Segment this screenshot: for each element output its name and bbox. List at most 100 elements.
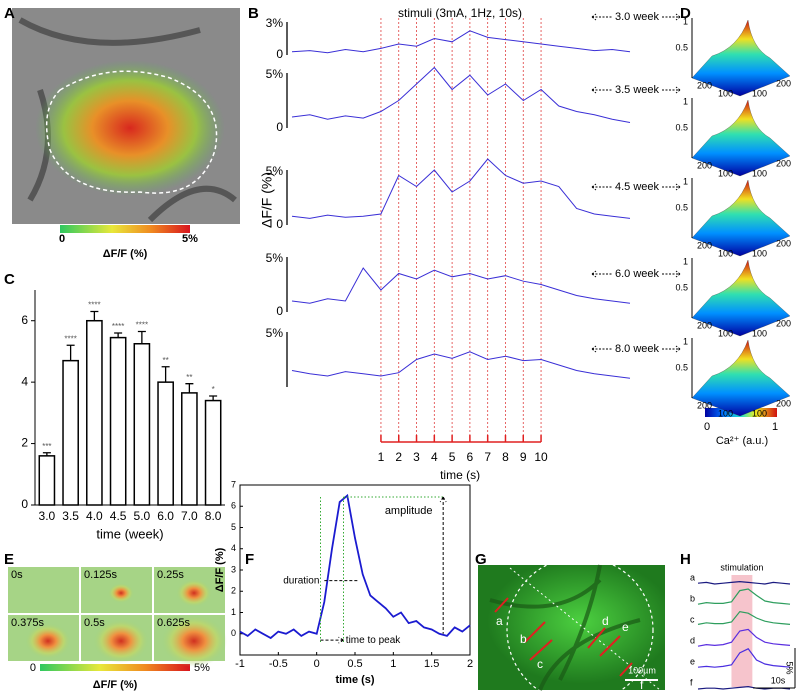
activity bbox=[25, 623, 71, 659]
x-tick-label: 0 bbox=[314, 658, 320, 670]
significance: **** bbox=[136, 321, 148, 330]
bar bbox=[204, 399, 222, 506]
z-tick-label: 1 bbox=[683, 256, 688, 266]
x-tick-label: 1 bbox=[378, 450, 385, 464]
x-tick-label: -1 bbox=[235, 658, 245, 670]
x-tick-label: 200 bbox=[697, 80, 712, 90]
trace-label: e bbox=[690, 656, 695, 666]
frame-time: 0.125s bbox=[84, 569, 118, 581]
y-tick-label: 4 bbox=[21, 374, 28, 388]
x-tick-label: 7.0 bbox=[181, 509, 198, 523]
panel-label: F bbox=[245, 551, 254, 568]
x-tick-label: 2 bbox=[395, 450, 402, 464]
surface-plot bbox=[691, 99, 791, 177]
bar bbox=[181, 392, 198, 506]
z-tick-label: 1 bbox=[683, 16, 688, 26]
y-tick-label: 6 bbox=[231, 501, 236, 511]
activity bbox=[176, 579, 212, 607]
surface-plot bbox=[691, 339, 791, 417]
y-tick-label: 0 bbox=[231, 628, 236, 638]
z-tick-label: 0.5 bbox=[675, 202, 688, 212]
x-tick-label: 5.0 bbox=[134, 509, 151, 523]
bar bbox=[157, 381, 174, 506]
x-tick-label: 5 bbox=[449, 450, 456, 464]
y-tick-label: 6 bbox=[21, 313, 28, 327]
x-tick-label: 1 bbox=[390, 658, 396, 670]
trace bbox=[291, 66, 631, 123]
surface-plot bbox=[691, 179, 791, 257]
axis-line bbox=[509, 567, 661, 691]
x-tick-label: 4.5 bbox=[110, 509, 127, 523]
error-bar bbox=[209, 395, 218, 401]
x-tick-label: -0.5 bbox=[269, 658, 288, 670]
colorbar bbox=[60, 225, 190, 233]
z-tick-label: 0.5 bbox=[675, 282, 688, 292]
significance: **** bbox=[64, 334, 76, 343]
significance: **** bbox=[112, 322, 124, 331]
zero-label: 0 bbox=[276, 217, 283, 231]
scale-bar-label: 10s bbox=[771, 675, 786, 685]
scale-bar-label: 5% bbox=[785, 661, 795, 674]
bar bbox=[86, 319, 103, 506]
x-tick-label: 100 bbox=[718, 248, 733, 258]
y-tick-label: 100 bbox=[752, 408, 767, 418]
arrow bbox=[591, 86, 681, 94]
frame-time: 0.5s bbox=[84, 617, 105, 629]
x-tick-label: 200 bbox=[697, 240, 712, 250]
arrows bbox=[494, 597, 633, 677]
x-tick-label: 200 bbox=[697, 160, 712, 170]
x-tick-label: 2 bbox=[467, 658, 473, 670]
z-tick-label: 1 bbox=[683, 336, 688, 346]
roi-circle bbox=[506, 556, 654, 693]
roi-outline bbox=[45, 70, 218, 194]
activity bbox=[161, 615, 227, 667]
trace-label: d bbox=[690, 635, 695, 645]
y-tick-label: 200 bbox=[776, 158, 791, 168]
y-tick-label: 3 bbox=[231, 564, 236, 574]
z-tick-label: 1 bbox=[683, 176, 688, 186]
x-axis-label: time (s) bbox=[440, 468, 480, 482]
significance: *** bbox=[42, 442, 51, 451]
panel-label: A bbox=[4, 5, 15, 22]
annotation: duration bbox=[283, 575, 319, 586]
arrow bbox=[591, 345, 681, 353]
x-tick-label: 100 bbox=[718, 168, 733, 178]
activity bbox=[108, 583, 134, 603]
significance: ** bbox=[186, 373, 192, 382]
x-tick-label: 3.0 bbox=[39, 509, 56, 523]
trace-label: c bbox=[690, 614, 695, 624]
marker-label: a bbox=[496, 614, 503, 628]
legend-label: 8.0 week bbox=[615, 343, 660, 355]
frame bbox=[8, 567, 79, 613]
panel-label: G bbox=[475, 551, 487, 568]
y-tick-label: 2 bbox=[21, 436, 28, 450]
trace-label: f bbox=[690, 677, 693, 687]
annotation-arrow bbox=[320, 496, 447, 644]
y-tick-label: 100 bbox=[752, 88, 767, 98]
trace bbox=[697, 610, 791, 625]
y-tick-label: 100 bbox=[752, 168, 767, 178]
colorbar-label: Ca²⁺ (a.u.) bbox=[716, 435, 768, 447]
y-axis-label: ΔF/F (%) bbox=[214, 547, 226, 592]
y-tick-label: 1 bbox=[231, 607, 236, 617]
panel-label: B bbox=[248, 5, 259, 22]
arrow bbox=[591, 183, 681, 191]
y-tick-label: 200 bbox=[776, 398, 791, 408]
legend-label: 4.5 week bbox=[615, 181, 660, 193]
y-tick-label: 5 bbox=[231, 522, 236, 532]
bar bbox=[133, 343, 151, 506]
y-tick-label: 0 bbox=[21, 497, 28, 511]
trace-label: b bbox=[690, 593, 695, 603]
error-bar bbox=[137, 330, 146, 344]
plot-frame bbox=[239, 484, 471, 656]
scale-bar-label: 5% bbox=[266, 326, 284, 340]
x-tick-label: 10 bbox=[534, 450, 548, 464]
y-tick-label: 4 bbox=[231, 543, 236, 553]
marker-label: b bbox=[520, 632, 527, 646]
zero-label: 0 bbox=[276, 47, 283, 61]
trace bbox=[291, 158, 631, 219]
activity-map bbox=[35, 60, 225, 196]
x-tick-label: 100 bbox=[718, 328, 733, 338]
significance: **** bbox=[88, 301, 100, 310]
y-tick-label: 200 bbox=[776, 78, 791, 88]
